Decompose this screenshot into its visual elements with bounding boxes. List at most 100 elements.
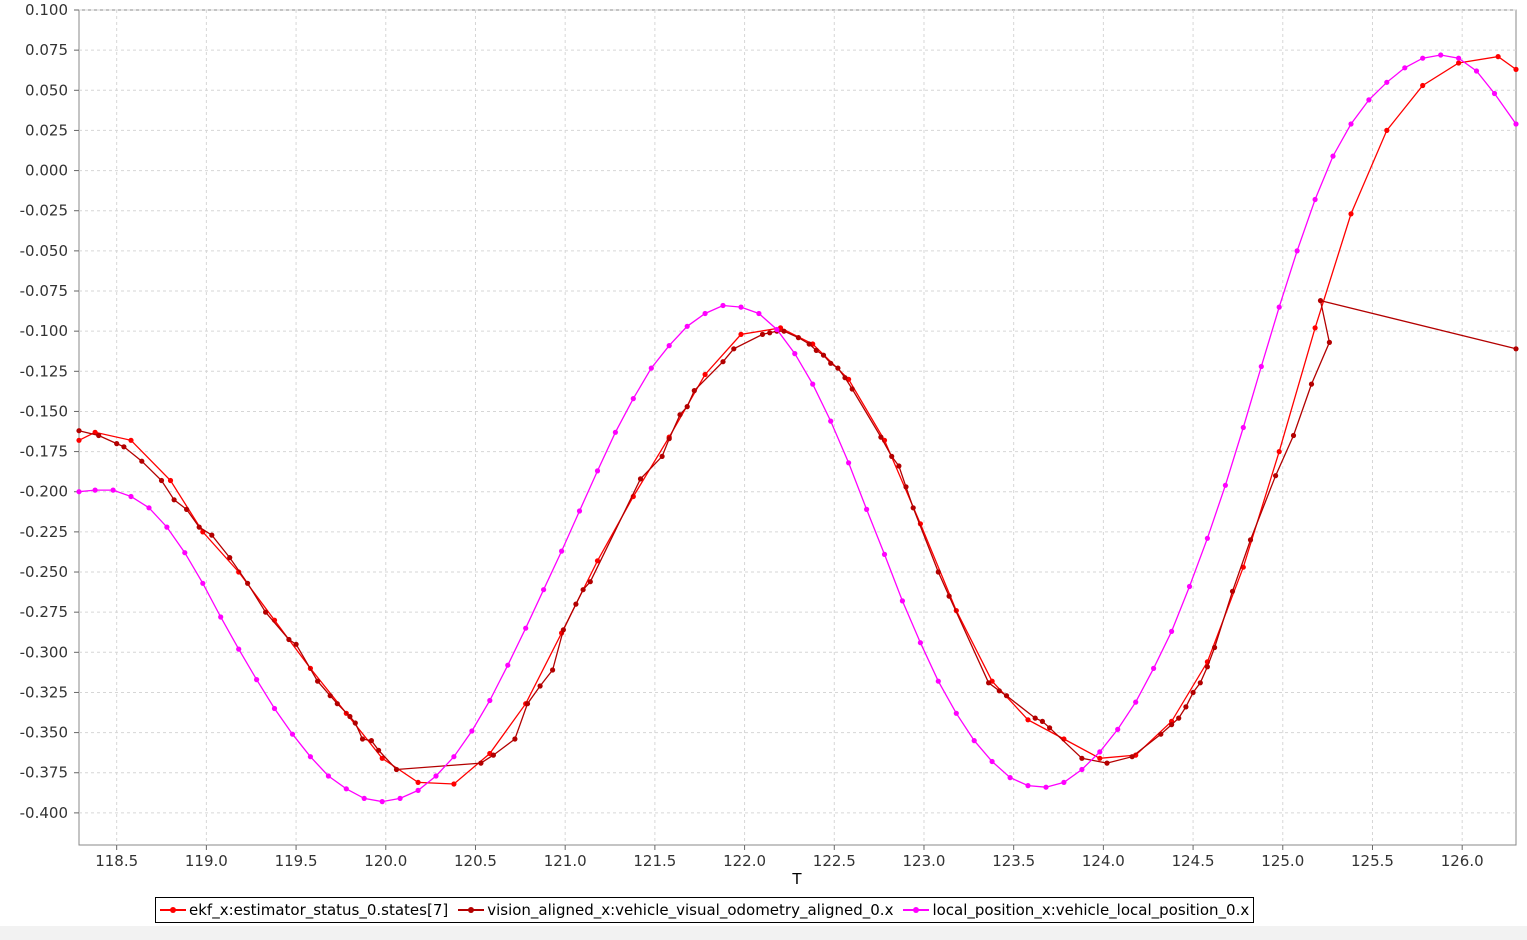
data-point — [630, 396, 636, 402]
data-point — [903, 484, 909, 490]
legend-item: ekf_x:estimator_status_0.states[7] — [160, 901, 448, 919]
data-point — [1456, 60, 1462, 66]
data-point — [379, 799, 385, 805]
data-point — [512, 736, 518, 742]
data-point — [1176, 715, 1182, 721]
data-point — [1438, 52, 1444, 58]
data-point — [1186, 583, 1193, 590]
data-point — [245, 580, 251, 586]
data-point — [289, 731, 296, 737]
data-point — [889, 453, 895, 459]
data-point — [128, 437, 134, 443]
legend-label: ekf_x:estimator_status_0.states[7] — [189, 901, 449, 919]
data-point — [96, 432, 102, 439]
data-point — [263, 609, 269, 615]
data-point — [307, 754, 313, 760]
data-point — [1061, 779, 1067, 786]
data-point — [1384, 127, 1390, 133]
y-tick-label: -0.025 — [20, 202, 68, 220]
series-lines — [76, 52, 1519, 805]
data-point — [810, 381, 816, 387]
data-point — [1273, 473, 1279, 479]
data-point — [989, 758, 995, 765]
data-point — [648, 365, 654, 371]
y-tick-label: -0.350 — [20, 724, 68, 742]
data-point — [849, 386, 855, 392]
data-point — [1151, 665, 1157, 672]
data-point — [1115, 726, 1121, 733]
x-tick-label: 125.5 — [1351, 852, 1394, 870]
data-point — [612, 429, 619, 435]
y-tick-label: -0.050 — [20, 242, 68, 260]
data-point — [1491, 90, 1498, 97]
data-point — [666, 343, 672, 349]
series-1 — [76, 298, 1519, 773]
data-point — [1247, 537, 1254, 543]
data-point — [1097, 755, 1103, 761]
data-point — [594, 558, 601, 564]
data-point — [946, 593, 952, 599]
data-point — [487, 697, 493, 704]
x-axis-title: T — [791, 870, 802, 888]
y-tick-label: -0.175 — [20, 443, 68, 461]
data-point — [218, 614, 224, 620]
data-point — [677, 412, 683, 418]
data-point — [878, 434, 884, 440]
data-point — [702, 310, 708, 317]
data-point — [469, 728, 475, 734]
data-point — [433, 773, 439, 779]
data-point — [164, 524, 170, 530]
legend-swatch — [160, 904, 186, 916]
data-point — [1129, 754, 1135, 760]
y-tick-label: -0.100 — [20, 322, 68, 340]
data-point — [594, 468, 601, 474]
data-point — [451, 754, 457, 760]
data-point — [684, 404, 690, 410]
data-point — [971, 738, 977, 744]
data-point — [1384, 79, 1390, 85]
y-tick-label: -0.125 — [20, 362, 68, 380]
y-tick-label: 0.050 — [25, 81, 68, 99]
x-tick-label: 120.0 — [364, 852, 407, 870]
data-point — [986, 680, 992, 686]
data-point — [1007, 775, 1013, 781]
chart-legend: ekf_x:estimator_status_0.states[7] vision… — [155, 897, 1255, 923]
data-point — [1420, 82, 1426, 89]
data-point — [121, 444, 127, 450]
data-point — [767, 330, 773, 336]
y-tick-label: -0.275 — [20, 603, 68, 621]
y-tick-label: -0.150 — [20, 402, 68, 420]
x-axis: 118.5 119.0 119.5 120.0 120.5 121.0 121.5 122.0… — [95, 845, 1484, 870]
data-point — [158, 477, 165, 484]
data-point — [139, 458, 145, 464]
legend-item: vision_aligned_x:vehicle_visual_odometry… — [458, 901, 893, 919]
data-point — [864, 506, 870, 512]
data-point — [559, 548, 565, 554]
data-point — [1402, 65, 1408, 71]
data-point — [842, 375, 848, 381]
y-tick-label: -0.075 — [20, 282, 68, 300]
x-tick-label: 119.5 — [275, 852, 318, 870]
data-point — [813, 347, 819, 353]
data-point — [828, 418, 834, 424]
data-point — [1079, 766, 1085, 773]
data-point — [92, 487, 98, 493]
data-point — [1348, 121, 1354, 127]
data-point — [92, 429, 98, 435]
data-point — [580, 587, 586, 593]
data-point — [227, 555, 233, 561]
data-point — [1212, 644, 1218, 651]
data-point — [1097, 749, 1103, 755]
x-tick-label: 120.5 — [454, 852, 497, 870]
data-point — [361, 795, 367, 802]
x-tick-label: 122.5 — [813, 852, 856, 870]
data-point — [1420, 55, 1426, 61]
data-point — [1003, 693, 1010, 699]
legend-swatch — [458, 904, 485, 916]
data-point — [368, 738, 374, 744]
data-point — [1169, 628, 1175, 635]
data-point — [1240, 424, 1246, 431]
data-point — [881, 551, 888, 558]
data-point — [953, 710, 959, 716]
